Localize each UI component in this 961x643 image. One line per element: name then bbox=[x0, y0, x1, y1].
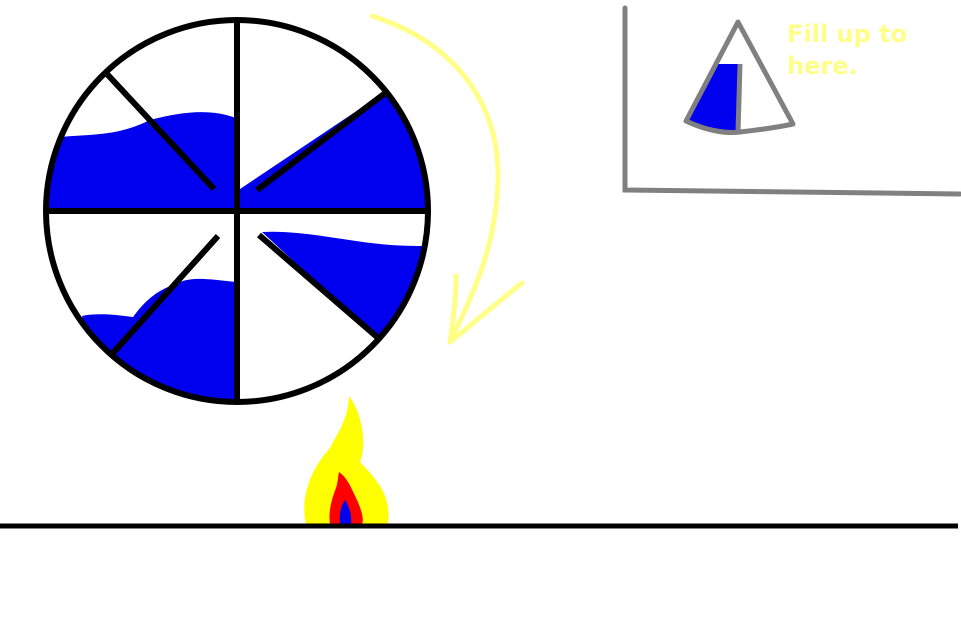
annotation-line-2: here. bbox=[787, 52, 858, 80]
wheel-spokes bbox=[46, 22, 428, 400]
hub-gap bbox=[220, 234, 232, 278]
water-fills bbox=[46, 92, 428, 402]
water-wheel-icon bbox=[43, 17, 431, 405]
bucket-segment-icon bbox=[683, 19, 796, 135]
bucket-water bbox=[688, 64, 738, 132]
flame-icon bbox=[304, 396, 389, 524]
flame-core bbox=[339, 500, 352, 524]
rotation-arrow-icon bbox=[369, 13, 525, 345]
flame-inner bbox=[329, 472, 363, 524]
annotation-line-1: Fill up to bbox=[787, 20, 907, 48]
water-fill-upper-right bbox=[237, 92, 428, 211]
bucket-divider bbox=[735, 63, 743, 133]
water-fill-upper-left bbox=[46, 112, 236, 211]
inset-frame bbox=[622, 5, 961, 197]
wheel-rim bbox=[43, 17, 431, 405]
water-fill-lower-left bbox=[113, 278, 236, 402]
flame-outer bbox=[304, 396, 389, 524]
water-fill-lower-right bbox=[262, 231, 428, 340]
